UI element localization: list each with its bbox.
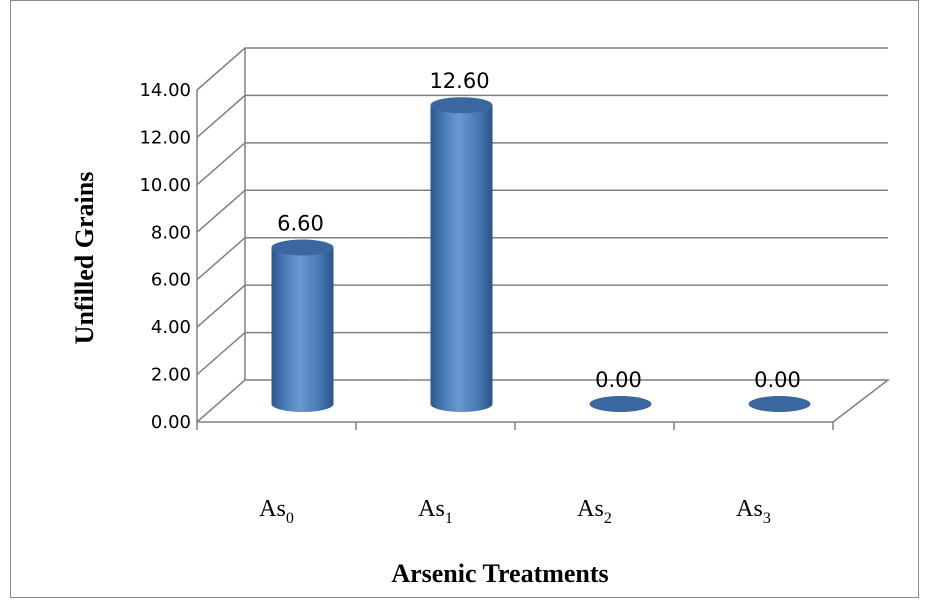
- y-axis-title: Unfilled Grains: [70, 172, 99, 345]
- category-label: As1: [418, 496, 453, 527]
- bar-top: [430, 97, 493, 114]
- data-label: 6.60: [277, 211, 324, 235]
- category-label-base: As: [577, 496, 604, 522]
- gridline: [196, 94, 888, 138]
- y-tick-label: 0.00: [151, 412, 191, 433]
- gridline: [196, 47, 888, 91]
- category-label: As3: [736, 496, 771, 527]
- category-label-base: As: [736, 496, 763, 522]
- bar-top: [271, 239, 334, 256]
- category-label-base: As: [418, 496, 445, 522]
- labels: 0.002.004.006.008.0010.0012.0014.006.60A…: [139, 69, 800, 527]
- category-label-subscript: 3: [763, 510, 771, 527]
- y-tick-label: 6.00: [151, 270, 191, 291]
- bars: [271, 97, 811, 412]
- y-tick-label: 2.00: [151, 365, 191, 386]
- y-tick-label: 8.00: [151, 222, 191, 243]
- y-tick-label: 10.00: [139, 175, 191, 196]
- y-tick-label: 12.00: [139, 127, 191, 148]
- data-label: 12.60: [429, 69, 489, 93]
- data-label: 0.00: [754, 368, 801, 392]
- category-label-subscript: 1: [445, 510, 453, 527]
- bar-top: [748, 396, 811, 412]
- category-label: As2: [577, 496, 612, 527]
- y-tick-label: 14.00: [139, 80, 191, 101]
- axes: [196, 48, 834, 430]
- x-axis-title: Arsenic Treatments: [391, 559, 608, 588]
- bar-top: [589, 396, 652, 412]
- floor-outline: [196, 379, 891, 423]
- category-label-subscript: 2: [604, 510, 612, 527]
- bar-body: [430, 105, 493, 412]
- category-label-base: As: [259, 496, 286, 522]
- category-label-subscript: 0: [286, 510, 294, 527]
- gridline: [196, 142, 888, 186]
- bar-body: [271, 247, 334, 412]
- data-label: 0.00: [595, 368, 642, 392]
- y-tick-label: 4.00: [151, 317, 191, 338]
- category-label: As0: [259, 496, 294, 527]
